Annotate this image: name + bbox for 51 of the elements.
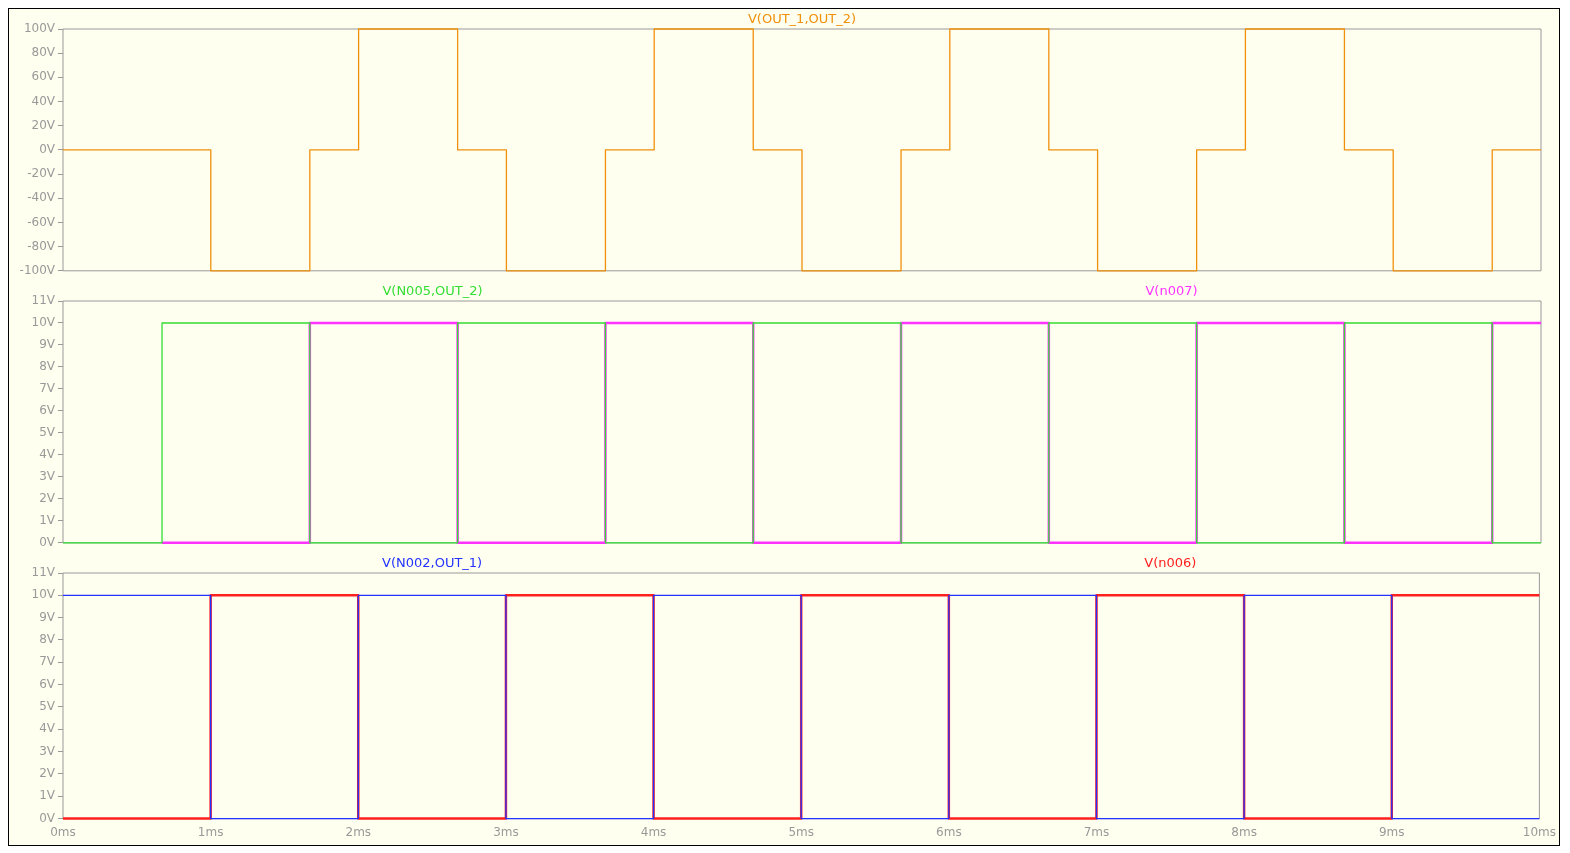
x-tick-label: 8ms xyxy=(1231,824,1257,839)
y-tick-label: 3V xyxy=(39,743,56,758)
x-tick-label: 0ms xyxy=(50,824,76,839)
x-tick-label: 10ms xyxy=(1522,824,1556,839)
x-tick-label: 4ms xyxy=(640,824,667,839)
y-tick-label: 10V xyxy=(31,315,56,330)
y-tick-label: -20V xyxy=(27,166,56,181)
y-tick-label: -80V xyxy=(27,238,56,253)
y-tick-label: 3V xyxy=(39,468,56,483)
y-tick-label: 80V xyxy=(31,45,56,60)
y-tick-label: -100V xyxy=(19,262,56,277)
series-label: V(N005,OUT_2) xyxy=(382,282,483,298)
series-label: V(n006) xyxy=(1144,554,1197,570)
series-label: V(OUT_1,OUT_2) xyxy=(747,10,857,26)
y-tick-label: -40V xyxy=(27,190,56,205)
y-tick-label: 40V xyxy=(31,93,56,108)
y-tick-label: 8V xyxy=(39,359,56,374)
y-tick-label: 2V xyxy=(39,490,56,505)
y-tick-label: 7V xyxy=(39,654,56,669)
y-tick-label: 5V xyxy=(39,699,56,714)
y-tick-label: 5V xyxy=(39,425,56,440)
y-tick-label: 10V xyxy=(31,587,56,602)
y-tick-label: 9V xyxy=(39,609,56,624)
y-tick-label: 8V xyxy=(39,632,56,647)
y-tick-label: 2V xyxy=(39,766,56,781)
series-label: V(n007) xyxy=(1145,282,1198,298)
x-tick-label: 6ms xyxy=(936,824,962,839)
y-tick-label: 0V xyxy=(39,142,56,157)
x-tick-label: 7ms xyxy=(1083,824,1110,839)
y-tick-label: 11V xyxy=(31,293,56,308)
x-tick-label: 1ms xyxy=(197,824,224,839)
y-tick-label: 0V xyxy=(39,534,56,549)
y-tick-label: 9V xyxy=(39,337,56,352)
x-tick-label: 3ms xyxy=(493,824,519,839)
x-tick-label: 9ms xyxy=(1378,824,1405,839)
x-tick-label: 5ms xyxy=(788,824,814,839)
series-label: V(N002,OUT_1) xyxy=(382,554,483,570)
y-tick-label: -60V xyxy=(27,214,56,229)
y-tick-label: 100V xyxy=(23,21,56,36)
y-tick-label: 4V xyxy=(39,447,56,461)
y-tick-label: 11V xyxy=(31,565,56,580)
y-tick-label: 6V xyxy=(39,676,56,691)
y-tick-label: 60V xyxy=(31,69,56,84)
y-tick-label: 7V xyxy=(39,381,56,396)
y-tick-label: 20V xyxy=(31,117,56,132)
y-tick-label: 1V xyxy=(39,788,56,803)
y-tick-label: 6V xyxy=(39,403,56,418)
x-tick-label: 2ms xyxy=(345,824,372,839)
y-tick-label: 0V xyxy=(39,810,56,825)
y-tick-label: 4V xyxy=(39,721,56,736)
y-tick-label: 1V xyxy=(39,512,56,527)
